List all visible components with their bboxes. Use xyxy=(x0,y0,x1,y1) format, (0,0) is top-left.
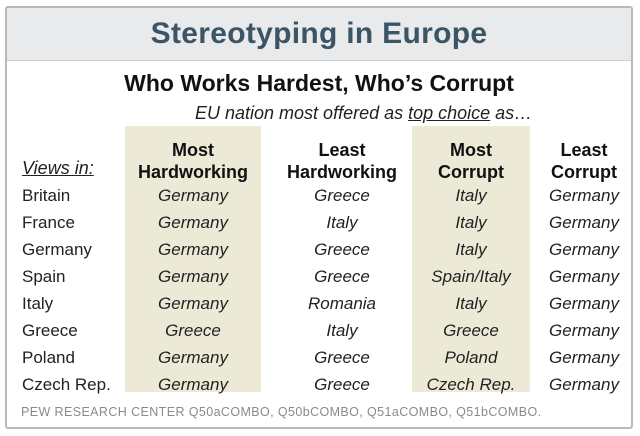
table-row: Germany Germany Greece Italy Germany xyxy=(7,239,631,266)
country-cell: Italy xyxy=(22,294,54,313)
value-cell: Germany xyxy=(158,294,228,313)
value-cell: Germany xyxy=(158,267,228,286)
table-row: Poland Germany Greece Poland Germany xyxy=(7,347,631,374)
country-cell: Poland xyxy=(22,348,75,367)
value-cell: Germany xyxy=(549,321,619,340)
value-cell: Italy xyxy=(326,321,358,340)
column-header-line: Most xyxy=(450,140,492,160)
source-note: PEW RESEARCH CENTER Q50aCOMBO, Q50bCOMBO… xyxy=(21,405,542,419)
table-row: Greece Greece Italy Greece Germany xyxy=(7,320,631,347)
value-cell: Italy xyxy=(455,294,487,313)
value-cell: Germany xyxy=(158,186,228,205)
views-in-label: Views in: xyxy=(22,158,94,178)
value-cell: Germany xyxy=(549,375,619,394)
value-cell: Greece xyxy=(165,321,221,340)
value-cell: Greece xyxy=(443,321,499,340)
country-cell: Spain xyxy=(22,267,66,286)
value-cell: Germany xyxy=(549,240,619,259)
value-cell: Poland xyxy=(444,348,498,367)
column-header-most-corrupt: Most Corrupt xyxy=(412,139,530,183)
value-cell: Greece xyxy=(314,348,370,367)
column-header-line: Least xyxy=(318,140,366,160)
table-row: France Germany Italy Italy Germany xyxy=(7,212,631,239)
value-cell: Germany xyxy=(158,348,228,367)
country-cell: Britain xyxy=(22,186,71,205)
value-cell: Greece xyxy=(314,240,370,259)
value-cell: Germany xyxy=(158,213,228,232)
shade-most-hardworking xyxy=(125,126,261,392)
country-cell: Germany xyxy=(22,240,92,259)
value-cell: Greece xyxy=(314,267,370,286)
header-bar: Stereotyping in Europe xyxy=(7,8,631,61)
value-cell: Germany xyxy=(549,186,619,205)
note-suffix: as… xyxy=(490,103,533,123)
note: EU nation most offered as top choice as… xyxy=(195,103,532,124)
table-row: Czech Rep. Germany Greece Czech Rep. Ger… xyxy=(7,374,631,401)
column-header-line: Most xyxy=(172,140,214,160)
table-frame: Stereotyping in Europe Who Works Hardest… xyxy=(5,6,633,429)
value-cell: Spain/Italy xyxy=(431,267,511,286)
value-cell: Germany xyxy=(549,267,619,286)
value-cell: Germany xyxy=(549,348,619,367)
column-header-most-hardworking: Most Hardworking xyxy=(125,139,261,183)
subtitle: Who Works Hardest, Who’s Corrupt xyxy=(124,70,514,96)
column-header-line: Least xyxy=(560,140,608,160)
country-cell: France xyxy=(22,213,75,232)
value-cell: Italy xyxy=(326,213,358,232)
note-underlined: top choice xyxy=(408,103,491,123)
table-row: Italy Germany Romania Italy Germany xyxy=(7,293,631,320)
shade-most-corrupt xyxy=(412,126,530,392)
value-cell: Italy xyxy=(455,186,487,205)
value-cell: Italy xyxy=(455,213,487,232)
value-cell: Romania xyxy=(307,294,377,313)
value-cell: Germany xyxy=(158,240,228,259)
column-header-line: Hardworking xyxy=(286,162,397,182)
country-cell: Greece xyxy=(22,321,78,340)
value-cell: Greece xyxy=(314,375,370,394)
column-header-line: Hardworking xyxy=(137,162,248,182)
column-header-line: Corrupt xyxy=(438,162,504,182)
table-row: Britain Germany Greece Italy Germany xyxy=(7,185,631,212)
value-cell: Italy xyxy=(455,240,487,259)
column-header-line: Corrupt xyxy=(551,162,617,182)
country-cell: Czech Rep. xyxy=(22,375,111,394)
note-prefix: EU nation most offered as xyxy=(195,103,409,123)
column-header-least-hardworking: Least Hardworking xyxy=(275,139,409,183)
value-cell: Greece xyxy=(314,186,370,205)
value-cell: Czech Rep. xyxy=(426,375,516,394)
value-cell: Germany xyxy=(158,375,228,394)
table-row: Spain Germany Greece Spain/Italy Germany xyxy=(7,266,631,293)
page-title: Stereotyping in Europe xyxy=(150,17,488,50)
value-cell: Germany xyxy=(549,294,619,313)
column-header-least-corrupt: Least Corrupt xyxy=(537,139,631,183)
value-cell: Germany xyxy=(549,213,619,232)
